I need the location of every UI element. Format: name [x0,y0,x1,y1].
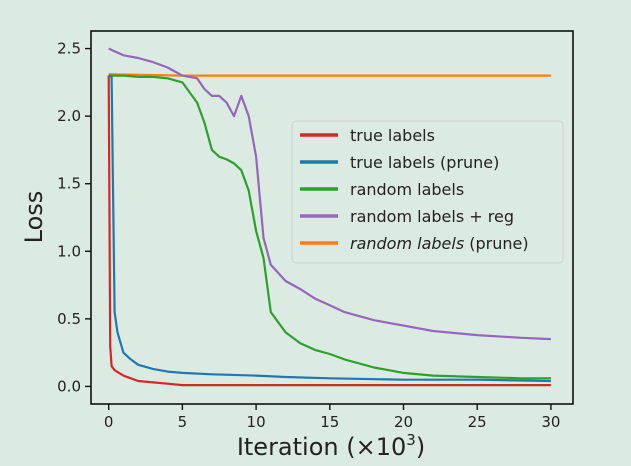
legend-label-random-labels-prune: random labels (prune) [350,234,529,253]
x-tick-label: 5 [178,413,188,431]
y-tick-label: 2.0 [57,107,81,125]
x-tick-label: 25 [468,413,487,431]
x-tick-label: 15 [320,413,339,431]
x-axis-title: Iteration (×103) [237,431,425,461]
y-tick-label: 0.5 [57,310,81,328]
x-axis-title-close: ) [416,433,425,461]
series-layer [107,47,551,387]
x-axis-title-main: Iteration (×10 [237,433,406,461]
x-tick-label: 10 [247,413,266,431]
series-line-random-labels [108,74,551,380]
x-tick-label: 0 [104,413,114,431]
legend-label-random-labels: random labels [350,180,464,199]
plot-frame [90,30,574,405]
legend-label-random-labels-prune-suffix: (prune) [464,234,528,253]
y-tick-label: 1.0 [57,242,81,260]
x-tick-label: 20 [394,413,413,431]
legend-label-random-labels-prune-italic: random labels [350,234,464,253]
y-axis-title: Loss [20,191,48,244]
x-tick-label: 30 [541,413,560,431]
series-line-true-labels [107,75,551,387]
legend-label-true-labels: true labels [350,126,435,145]
y-tick-label: 1.5 [57,175,81,193]
legend-label-random-labels-reg: random labels + reg [350,207,514,226]
x-axis-title-superscript: 3 [406,431,416,449]
y-tick-label: 2.5 [57,40,81,58]
y-tick-label: 0.0 [57,377,81,395]
legend: true labels true labels (prune) random l… [291,120,564,264]
legend-box [291,120,564,264]
tick-layer: 0 5 10 15 20 25 30 0.0 0.5 1.0 1.5 2.0 2.5 [57,40,560,431]
series-line-true-labels-prune [108,74,551,383]
legend-label-true-labels-prune: true labels (prune) [350,153,499,172]
series-line-random-labels-reg [108,47,551,341]
series-line-random-labels-prune [108,73,551,77]
